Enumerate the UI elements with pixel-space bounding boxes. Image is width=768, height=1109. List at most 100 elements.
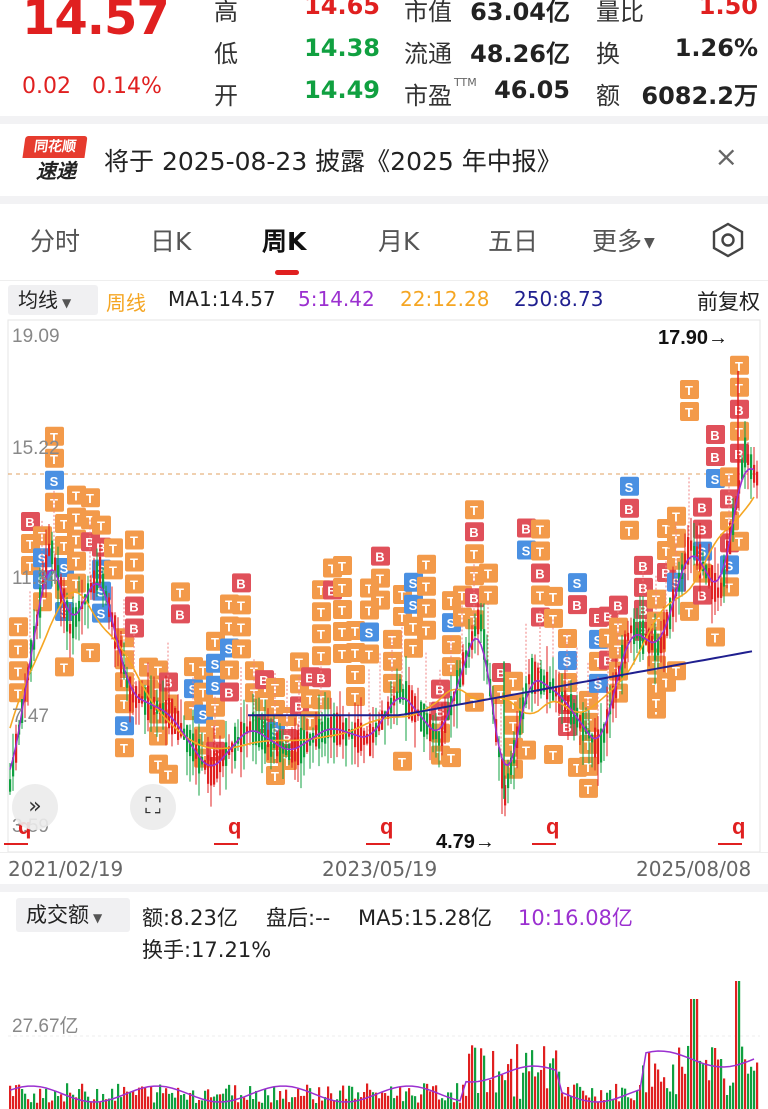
vol-ratio-label: 量比 [596,0,644,26]
volume-bar [345,1098,348,1109]
trade-signal-tag [232,639,251,659]
volume-bar [702,1064,705,1109]
candle-body [444,715,447,733]
candle-body [501,758,504,789]
adjust-mode[interactable]: 前复权 [697,290,760,314]
ma250-value: 250:8.73 [514,287,604,311]
trade-signal-label: T [38,529,46,544]
volume-bar [693,999,696,1109]
expand-icon[interactable]: » [12,784,58,830]
trade-signal-label: T [26,537,34,552]
trade-signal-label: T [365,647,373,662]
candle-body [432,722,435,740]
trade-signal-tag [45,448,64,468]
volume-svg[interactable]: 27.67亿 [0,970,768,1109]
trade-signal-label: T [271,681,279,696]
volume-bar [261,1102,264,1109]
float-label: 流通 [404,40,452,68]
candle-body [483,629,486,660]
candle-body [531,657,534,694]
close-icon[interactable]: × [714,140,738,173]
volume-bar [618,1101,621,1109]
tab-more[interactable]: 更多 ▼ [592,222,655,258]
volume-bar [669,1091,672,1109]
kline-chart[interactable]: TTTTBTTTSSTTTSTTTSTSTTTTTTTTBTTBSSSTTTTT… [0,318,768,856]
volume-bar [36,1102,39,1109]
trade-signal-tag [634,555,653,575]
tab-monthly-k[interactable]: 月K [378,227,420,256]
caret-down-icon: ▼ [62,296,72,310]
pe-ttm-sup: TTM [454,76,477,89]
candle-body [684,553,687,570]
high-label: 高 [214,0,238,26]
candle-body [105,591,108,599]
trade-signal-tag [333,577,352,597]
settings-icon[interactable] [710,222,746,258]
candle-body [213,751,216,785]
trade-signal-tag [9,617,28,637]
trade-signal-label: T [735,425,743,440]
candle-body [657,638,660,656]
volume-bar [747,1073,750,1109]
candle-body [510,757,513,776]
kline-svg[interactable]: TTTTBTTTSSTTTSTTTSTSTTTTTTTTBTTBSSSTTTTT… [0,318,768,856]
trade-signal-label: T [662,676,670,691]
trade-signal-tag [609,639,628,659]
trade-signal-label: T [672,554,680,569]
trade-signal-tag [465,544,484,564]
volume-bar [27,1099,30,1109]
volume-bar [90,1101,93,1109]
candle-body [393,695,396,706]
trade-signal-label: B [562,720,571,735]
earnings-notice[interactable]: 同花顺 速递 将于 2025-08-23 披露《2025 年中报》 × [0,124,768,194]
volume-bar [510,1058,513,1109]
candle-body [630,625,633,634]
trade-signal-label: T [317,627,325,642]
volume-bar [615,1083,618,1109]
signal-q-marker: q [732,814,745,839]
volume-bar [672,1064,675,1109]
candle-body [330,716,333,738]
candle-body [249,721,252,733]
volume-bar [564,1096,567,1109]
tab-daily-k[interactable]: 日K [150,227,192,256]
trade-signal-label: T [652,615,660,630]
volume-bar [585,1095,588,1109]
trade-signal-label: B [96,541,105,556]
volume-bar [225,1088,228,1109]
ma5-line [9,467,755,770]
ths-express-logo: 同花顺 速递 [22,136,88,184]
trade-signal-label: B [710,428,719,443]
volume-bar [450,1092,453,1109]
trade-signal-tag [568,573,587,593]
volume-bar [738,981,741,1109]
volume-bar [522,1072,525,1109]
tab-weekly-k[interactable]: 周K [262,227,307,256]
volume-bar [477,1092,480,1109]
candle-body [405,681,408,716]
trade-signal-label: S [711,472,720,487]
volume-bar [552,1058,555,1109]
volume-bar [681,1066,684,1109]
trade-signal-tag [346,687,365,707]
volume-bar [300,1095,303,1109]
trade-signal-label: T [154,758,162,773]
volume-header: 成交额 ▼ 额:8.23亿 盘后:-- MA5:15.28亿 10:16.08亿 … [0,892,768,972]
trade-signal-tag [730,399,749,419]
volume-indicator-select[interactable]: 成交额 ▼ [16,898,130,932]
tab-intraday[interactable]: 分时 [30,227,81,256]
candle-body [69,624,72,634]
candle-body [129,676,132,712]
fullscreen-icon[interactable]: ⛶ [130,784,176,830]
trade-signal-label: T [130,534,138,549]
trade-signal-label: S [211,657,220,672]
trade-signal-label: T [509,675,517,690]
trade-signal-tag [531,541,550,561]
volume-bar [126,1091,129,1109]
tab-five-day[interactable]: 五日 [488,227,539,256]
volume-chart[interactable]: 27.67亿 [0,970,768,1109]
trade-signal-label: T [522,744,530,759]
turnover-label: 换 [596,40,620,68]
trade-signal-label: B [259,673,268,688]
indicator-select[interactable]: 均线 ▼ [8,285,98,315]
